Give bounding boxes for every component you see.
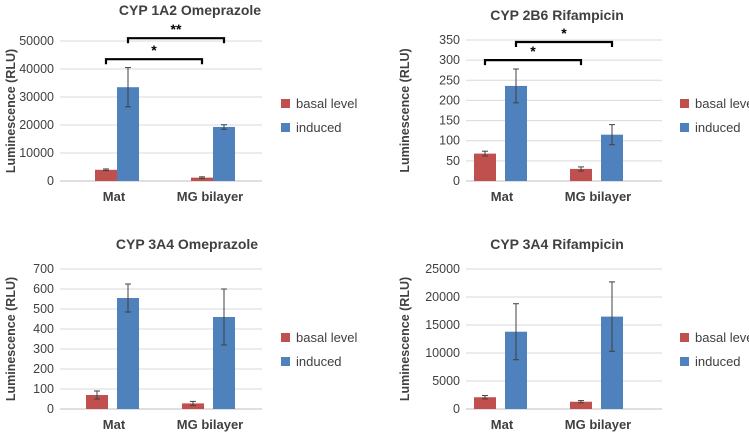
significance-bracket (126, 37, 226, 44)
legend-label: basal level (296, 330, 358, 345)
bar-basal-mat (86, 395, 108, 409)
chart-title: CYP 1A2 Omeprazole (119, 2, 261, 18)
y-tick-label: 300 (439, 53, 460, 67)
y-tick-label: 200 (33, 362, 54, 376)
y-tick-label: 200 (439, 93, 460, 107)
y-axis-label: Luminescence (RLU) (4, 49, 18, 173)
y-tick-label: 700 (33, 262, 54, 276)
legend-swatch-basal (281, 333, 290, 342)
bar-basal-mat (474, 153, 496, 181)
bar-basal-mat (95, 169, 117, 181)
y-tick-label: 10000 (19, 146, 54, 160)
legend-label: induced (296, 354, 342, 369)
bar-induced-mat (117, 298, 139, 409)
legend-swatch-induced (281, 123, 290, 132)
legend-swatch-basal (680, 99, 689, 108)
significance-marker: * (530, 43, 536, 59)
bar-induced-mat (117, 87, 139, 181)
y-tick-label: 25000 (425, 262, 460, 276)
chart-title: CYP 3A4 Rifampicin (490, 236, 624, 252)
legend-swatch-induced (680, 357, 689, 366)
y-tick-label: 10000 (425, 346, 460, 360)
y-tick-label: 350 (439, 33, 460, 47)
y-tick-label: 20000 (425, 290, 460, 304)
y-tick-label: 600 (33, 282, 54, 296)
y-tick-label: 15000 (425, 318, 460, 332)
y-tick-label: 400 (33, 322, 54, 336)
bar-basal-mg-bilayer (191, 177, 213, 181)
legend-swatch-basal (680, 333, 689, 342)
y-tick-label: 300 (33, 342, 54, 356)
y-tick-label: 30000 (19, 90, 54, 104)
bar-induced-mat (505, 85, 527, 181)
legend-label: induced (695, 354, 741, 369)
x-category-label: MG bilayer (177, 417, 243, 432)
significance-marker: * (561, 25, 567, 41)
legend-swatch-basal (281, 99, 290, 108)
x-category-label: Mat (103, 189, 126, 204)
legend-label: induced (296, 120, 342, 135)
significance-marker: ** (171, 21, 182, 37)
y-tick-label: 0 (453, 402, 460, 416)
x-category-label: Mat (491, 189, 514, 204)
y-tick-label: 5000 (432, 374, 460, 388)
legend-label: basal level (296, 96, 358, 111)
legend-label: basal level (695, 96, 749, 111)
bar-basal-mg-bilayer (570, 168, 592, 181)
y-tick-label: 20000 (19, 118, 54, 132)
chart-panel-2: CYP 2B6 Rifampicin Luminescence (RLU) 0 50 1… (398, 7, 749, 204)
y-tick-label: 0 (453, 174, 460, 188)
bar-basal-mat (474, 397, 496, 409)
chart-panel-1: CYP 1A2 Omeprazole Luminescence (RLU) 0 100… (4, 2, 358, 204)
legend-swatch-induced (680, 123, 689, 132)
y-axis-label: Luminescence (RLU) (398, 48, 412, 172)
bar-induced-mg-bilayer (213, 126, 235, 181)
bar-induced-mg-bilayer (601, 134, 623, 181)
y-tick-label: 50 (446, 154, 460, 168)
legend-swatch-induced (281, 357, 290, 366)
bar-induced-mg-bilayer (601, 316, 623, 409)
y-tick-label: 100 (33, 382, 54, 396)
chart-panel-3: CYP 3A4 Omeprazole Luminescence (RLU) 0 100… (4, 236, 358, 432)
x-category-label: MG bilayer (565, 189, 631, 204)
y-axis-label: Luminescence (RLU) (398, 277, 412, 401)
bar-basal-mg-bilayer (570, 401, 592, 409)
y-tick-label: 250 (439, 73, 460, 87)
significance-marker: * (151, 42, 157, 58)
legend-label: basal level (695, 330, 749, 345)
bar-basal-mg-bilayer (182, 403, 204, 409)
significance-bracket (514, 40, 614, 48)
x-category-label: MG bilayer (177, 189, 243, 204)
significance-bracket (483, 59, 583, 66)
chart-panel-4: CYP 3A4 Rifampicin Luminescence (RLU) 0 500… (398, 236, 749, 432)
legend-label: induced (695, 120, 741, 135)
y-tick-label: 150 (439, 114, 460, 128)
bar-induced-mg-bilayer (213, 317, 235, 409)
chart-title: CYP 2B6 Rifampicin (490, 7, 624, 23)
bar-induced-mat (505, 331, 527, 409)
y-tick-label: 0 (47, 402, 54, 416)
y-tick-label: 100 (439, 134, 460, 148)
y-tick-label: 40000 (19, 62, 54, 76)
y-tick-label: 0 (47, 174, 54, 188)
x-category-label: Mat (491, 417, 514, 432)
chart-title: CYP 3A4 Omeprazole (116, 236, 258, 252)
y-tick-label: 500 (33, 302, 54, 316)
y-axis-label: Luminescence (RLU) (4, 277, 18, 401)
x-category-label: MG bilayer (565, 417, 631, 432)
y-tick-label: 50000 (19, 34, 54, 48)
x-category-label: Mat (103, 417, 126, 432)
significance-bracket (104, 58, 204, 65)
